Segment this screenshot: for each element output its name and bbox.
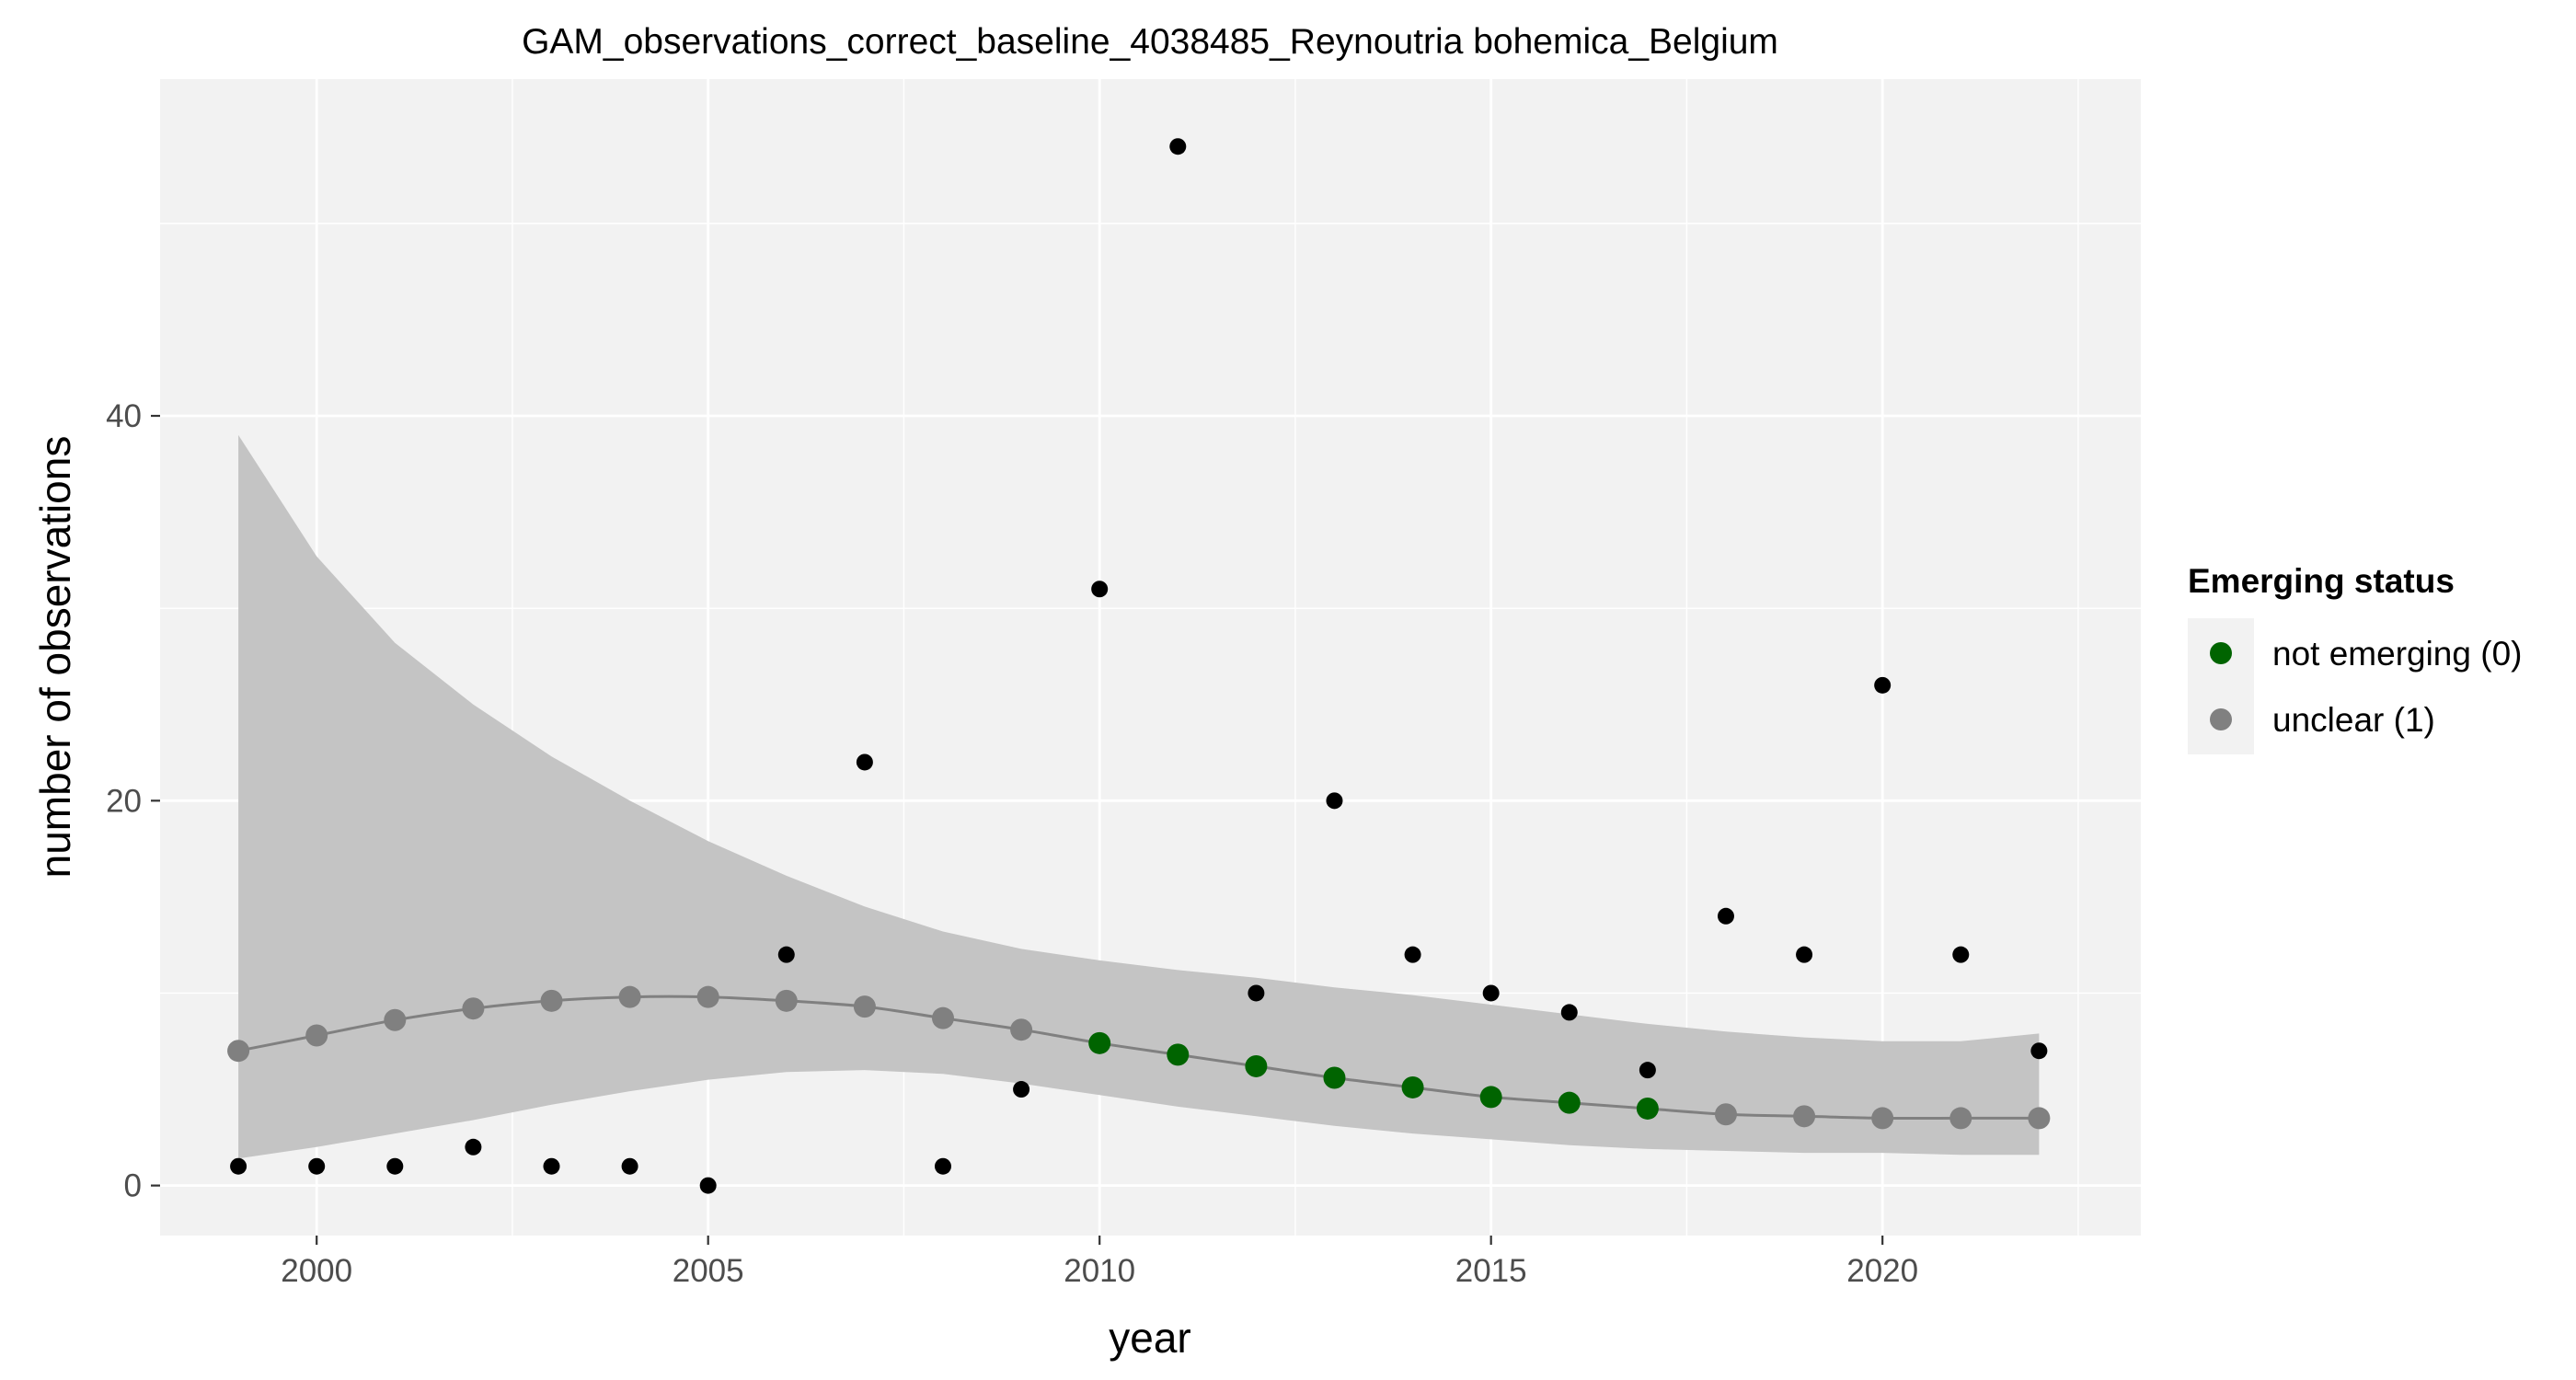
fit-point (853, 995, 876, 1018)
x-tick-label: 2010 (1064, 1253, 1135, 1289)
fit-point (1714, 1103, 1737, 1126)
x-tick-label: 2005 (673, 1253, 744, 1289)
observed-point (934, 1157, 951, 1175)
fit-points (227, 985, 2051, 1130)
fit-point (618, 985, 641, 1008)
observed-point (1717, 907, 1734, 925)
fit-point (305, 1024, 328, 1047)
observed-point (856, 753, 873, 771)
legend-key-not (2210, 642, 2232, 664)
observed-point (777, 946, 795, 963)
fit-point (227, 1040, 250, 1063)
legend-title: Emerging status (2188, 562, 2455, 600)
legend-label-unclear: unclear (1) (2272, 701, 2435, 739)
y-tick-label: 40 (106, 398, 142, 434)
observed-point (1248, 984, 1265, 1002)
observed-point (1013, 1081, 1030, 1098)
fit-point (540, 989, 563, 1012)
legend: Emerging status not emerging (0) unclear … (2188, 562, 2522, 754)
x-tick-label: 2015 (1455, 1253, 1527, 1289)
observed-point (1326, 792, 1343, 810)
observed-point (699, 1177, 717, 1194)
observed-point (2030, 1042, 2048, 1060)
observed-point (1874, 676, 1892, 694)
observed-point (386, 1157, 404, 1175)
fit-point (1010, 1018, 1033, 1041)
y-axis: 0 20 40 (106, 398, 160, 1204)
observed-point (1169, 138, 1187, 155)
fit-point (1479, 1086, 1502, 1109)
fit-point (1088, 1031, 1111, 1054)
fit-point (1558, 1091, 1581, 1114)
x-axis: 2000 2005 2010 2015 2020 (281, 1236, 1918, 1289)
fit-point (1401, 1075, 1424, 1098)
y-tick-label: 20 (106, 783, 142, 819)
fit-point (462, 997, 485, 1020)
fit-point (384, 1008, 407, 1031)
observed-point (543, 1157, 560, 1175)
x-tick-label: 2000 (281, 1253, 352, 1289)
observed-points (230, 138, 2048, 1194)
chart-title: GAM_observations_correct_baseline_403848… (522, 22, 1778, 62)
fit-point (1167, 1043, 1190, 1066)
observed-point (1796, 946, 1813, 963)
observed-point (1952, 946, 1970, 963)
observed-point (230, 1157, 247, 1175)
observed-point (1639, 1062, 1656, 1079)
legend-key-background (2188, 618, 2254, 754)
observed-point (1091, 581, 1109, 598)
x-axis-title: year (1109, 1314, 1190, 1362)
fit-point (1323, 1066, 1346, 1089)
observed-point (1560, 1004, 1578, 1021)
fit-point (1871, 1107, 1894, 1130)
observed-point (308, 1157, 326, 1175)
fit-point (2028, 1107, 2051, 1130)
observed-point (1404, 946, 1421, 963)
confidence-ribbon (238, 434, 2040, 1159)
legend-label-not: not emerging (0) (2272, 635, 2522, 673)
legend-key-unclear (2210, 708, 2232, 730)
fit-point (1245, 1054, 1268, 1077)
fit-point (1949, 1107, 1972, 1130)
observed-point (621, 1157, 638, 1175)
observed-point (1482, 984, 1500, 1002)
fit-point (1636, 1097, 1659, 1120)
fit-point (1793, 1105, 1816, 1128)
fit-point (696, 985, 719, 1008)
y-axis-title: number of observations (31, 436, 79, 879)
x-tick-label: 2020 (1846, 1253, 1918, 1289)
observed-point (465, 1138, 482, 1156)
y-tick-label: 0 (124, 1168, 142, 1204)
fit-point (775, 989, 798, 1012)
fit-point (931, 1006, 954, 1029)
